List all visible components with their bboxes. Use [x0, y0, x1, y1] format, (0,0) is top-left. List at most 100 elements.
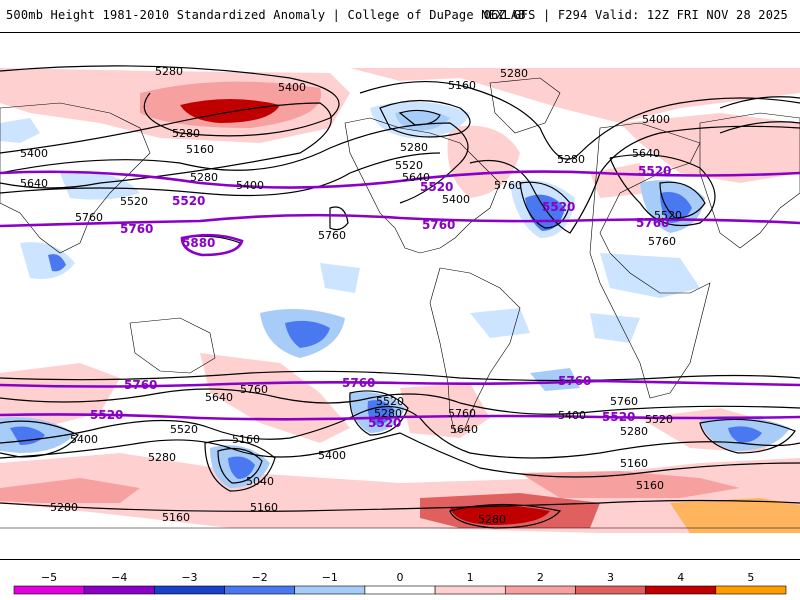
contour-label: 5640 [632, 147, 660, 160]
contour-line [719, 121, 800, 134]
contour-line [449, 503, 562, 529]
contour-line [359, 80, 800, 160]
contour-label-purple: 5760 [422, 218, 455, 232]
greenland-outline [489, 77, 561, 134]
colorbar-segment [575, 585, 646, 595]
contour-line [329, 206, 349, 231]
contour-label: 5160 [636, 479, 664, 492]
anomaly-area [0, 453, 800, 533]
anomaly-area [670, 498, 800, 533]
contour-label: 5280 [172, 127, 200, 140]
colorbar-tick-label: 3 [607, 571, 614, 584]
asia-west-outline [0, 102, 151, 254]
anomaly-area [10, 426, 45, 445]
contour-label: 5760 [75, 211, 103, 224]
contour-label: 5280 [400, 141, 428, 154]
contour-line [0, 122, 469, 204]
contour-line [398, 109, 441, 126]
contour-label-purple: 5520 [638, 164, 671, 178]
contour-line [609, 154, 716, 227]
contour-label: 5280 [155, 65, 183, 78]
contour-label: 5760 [494, 179, 522, 192]
colorbar-tick-label: −2 [252, 571, 268, 584]
contour-line [659, 181, 706, 219]
colorbar-tick-label: −3 [181, 571, 197, 584]
anomaly-area [60, 172, 140, 200]
map-panel[interactable]: 5280 5400 5280 5160 5400 5280 5400 5640 … [0, 32, 800, 560]
contour-label: 5280 [50, 501, 78, 514]
contour-label: 5160 [448, 79, 476, 92]
contour-label-purple: 5760 [120, 222, 153, 236]
contour-label: 5520 [120, 195, 148, 208]
contour-label-purple: 5760 [636, 216, 669, 230]
anomaly-area [228, 456, 255, 479]
contour-label: 5160 [620, 457, 648, 470]
anomaly-area [728, 426, 762, 443]
colorbar-legend: −5 −4 −3 −2 −1 0 1 2 3 4 5 [0, 566, 800, 600]
contour-label: 5760 [610, 395, 638, 408]
contour-label: 5760 [648, 235, 676, 248]
anomaly-area [285, 320, 330, 348]
contour-line [0, 405, 800, 459]
contour-label: 5160 [232, 433, 260, 446]
map-svg[interactable]: 5280 5400 5280 5160 5400 5280 5400 5640 … [0, 33, 800, 559]
map-title: 500mb Height 1981-2010 Standardized Anom… [6, 8, 526, 22]
anomaly-area [350, 68, 800, 123]
contour-label: 5160 [250, 501, 278, 514]
contour-label: 5400 [20, 147, 48, 160]
asia-outline [699, 112, 800, 249]
contour-line [719, 96, 800, 109]
contour-label-purple: 5520 [420, 180, 453, 194]
contour-line [0, 65, 340, 137]
colorbar-segment [504, 585, 576, 595]
contour-line [0, 388, 800, 415]
colorbar-segment [224, 585, 296, 595]
colorbar-tick-label: −5 [41, 571, 57, 584]
contour-label-purple: 5760 [124, 378, 157, 392]
contour-label-purple: 5520 [542, 200, 575, 214]
colorbar-tick-labels: −5 −4 −3 −2 −1 0 1 2 3 4 5 [41, 571, 754, 584]
anomaly-area [590, 313, 640, 343]
positive-anomaly-shading [0, 68, 800, 533]
contour-line [469, 125, 800, 234]
colorbar-bar [13, 585, 787, 595]
contour-label: 5280 [557, 153, 585, 166]
colorbar-tick-label: 2 [537, 571, 544, 584]
colorbar-segment [13, 585, 85, 595]
colorbar-segment [154, 585, 225, 595]
colorbar-tick-label: 1 [467, 571, 474, 584]
anomaly-area [20, 242, 75, 279]
contour-label: 5400 [558, 409, 586, 422]
contour-label: 5640 [20, 177, 48, 190]
contour-label: 5280 [374, 407, 402, 420]
anomaly-area [450, 505, 550, 525]
contour-5880 [180, 233, 244, 257]
contour-label: 5640 [402, 171, 430, 184]
anomaly-area [320, 263, 360, 293]
contour-label: 5400 [442, 193, 470, 206]
contour-label: 5280 [620, 425, 648, 438]
contour-label: 5520 [654, 209, 682, 222]
contour-label-purple: 5880 [182, 236, 215, 250]
contour-line [204, 439, 276, 492]
colorbar-segment [364, 585, 436, 595]
contour-line [699, 418, 796, 454]
anomaly-area [520, 471, 740, 498]
thick-contours [0, 170, 800, 421]
colorbar-tick-label: 0 [397, 571, 404, 584]
contour-label-purple: 5520 [90, 408, 123, 422]
contour-5520-south [0, 413, 800, 421]
contour-label-purple: 5760 [558, 374, 591, 388]
anomaly-area [400, 383, 490, 438]
contour-label: 5160 [186, 143, 214, 156]
contour-label: 5280 [500, 67, 528, 80]
contour-label: 5760 [448, 407, 476, 420]
colorbar-segment [645, 585, 717, 595]
anomaly-area [48, 254, 66, 272]
contour-label-purple: 5760 [342, 376, 375, 390]
anomaly-area [660, 192, 692, 223]
contour-label: 5520 [645, 413, 673, 426]
north-america-outline [344, 117, 501, 254]
contour-label: 5760 [240, 383, 268, 396]
run-info: 06Z GFS | F294 Valid: 12Z FRI NOV 28 202… [483, 8, 788, 22]
